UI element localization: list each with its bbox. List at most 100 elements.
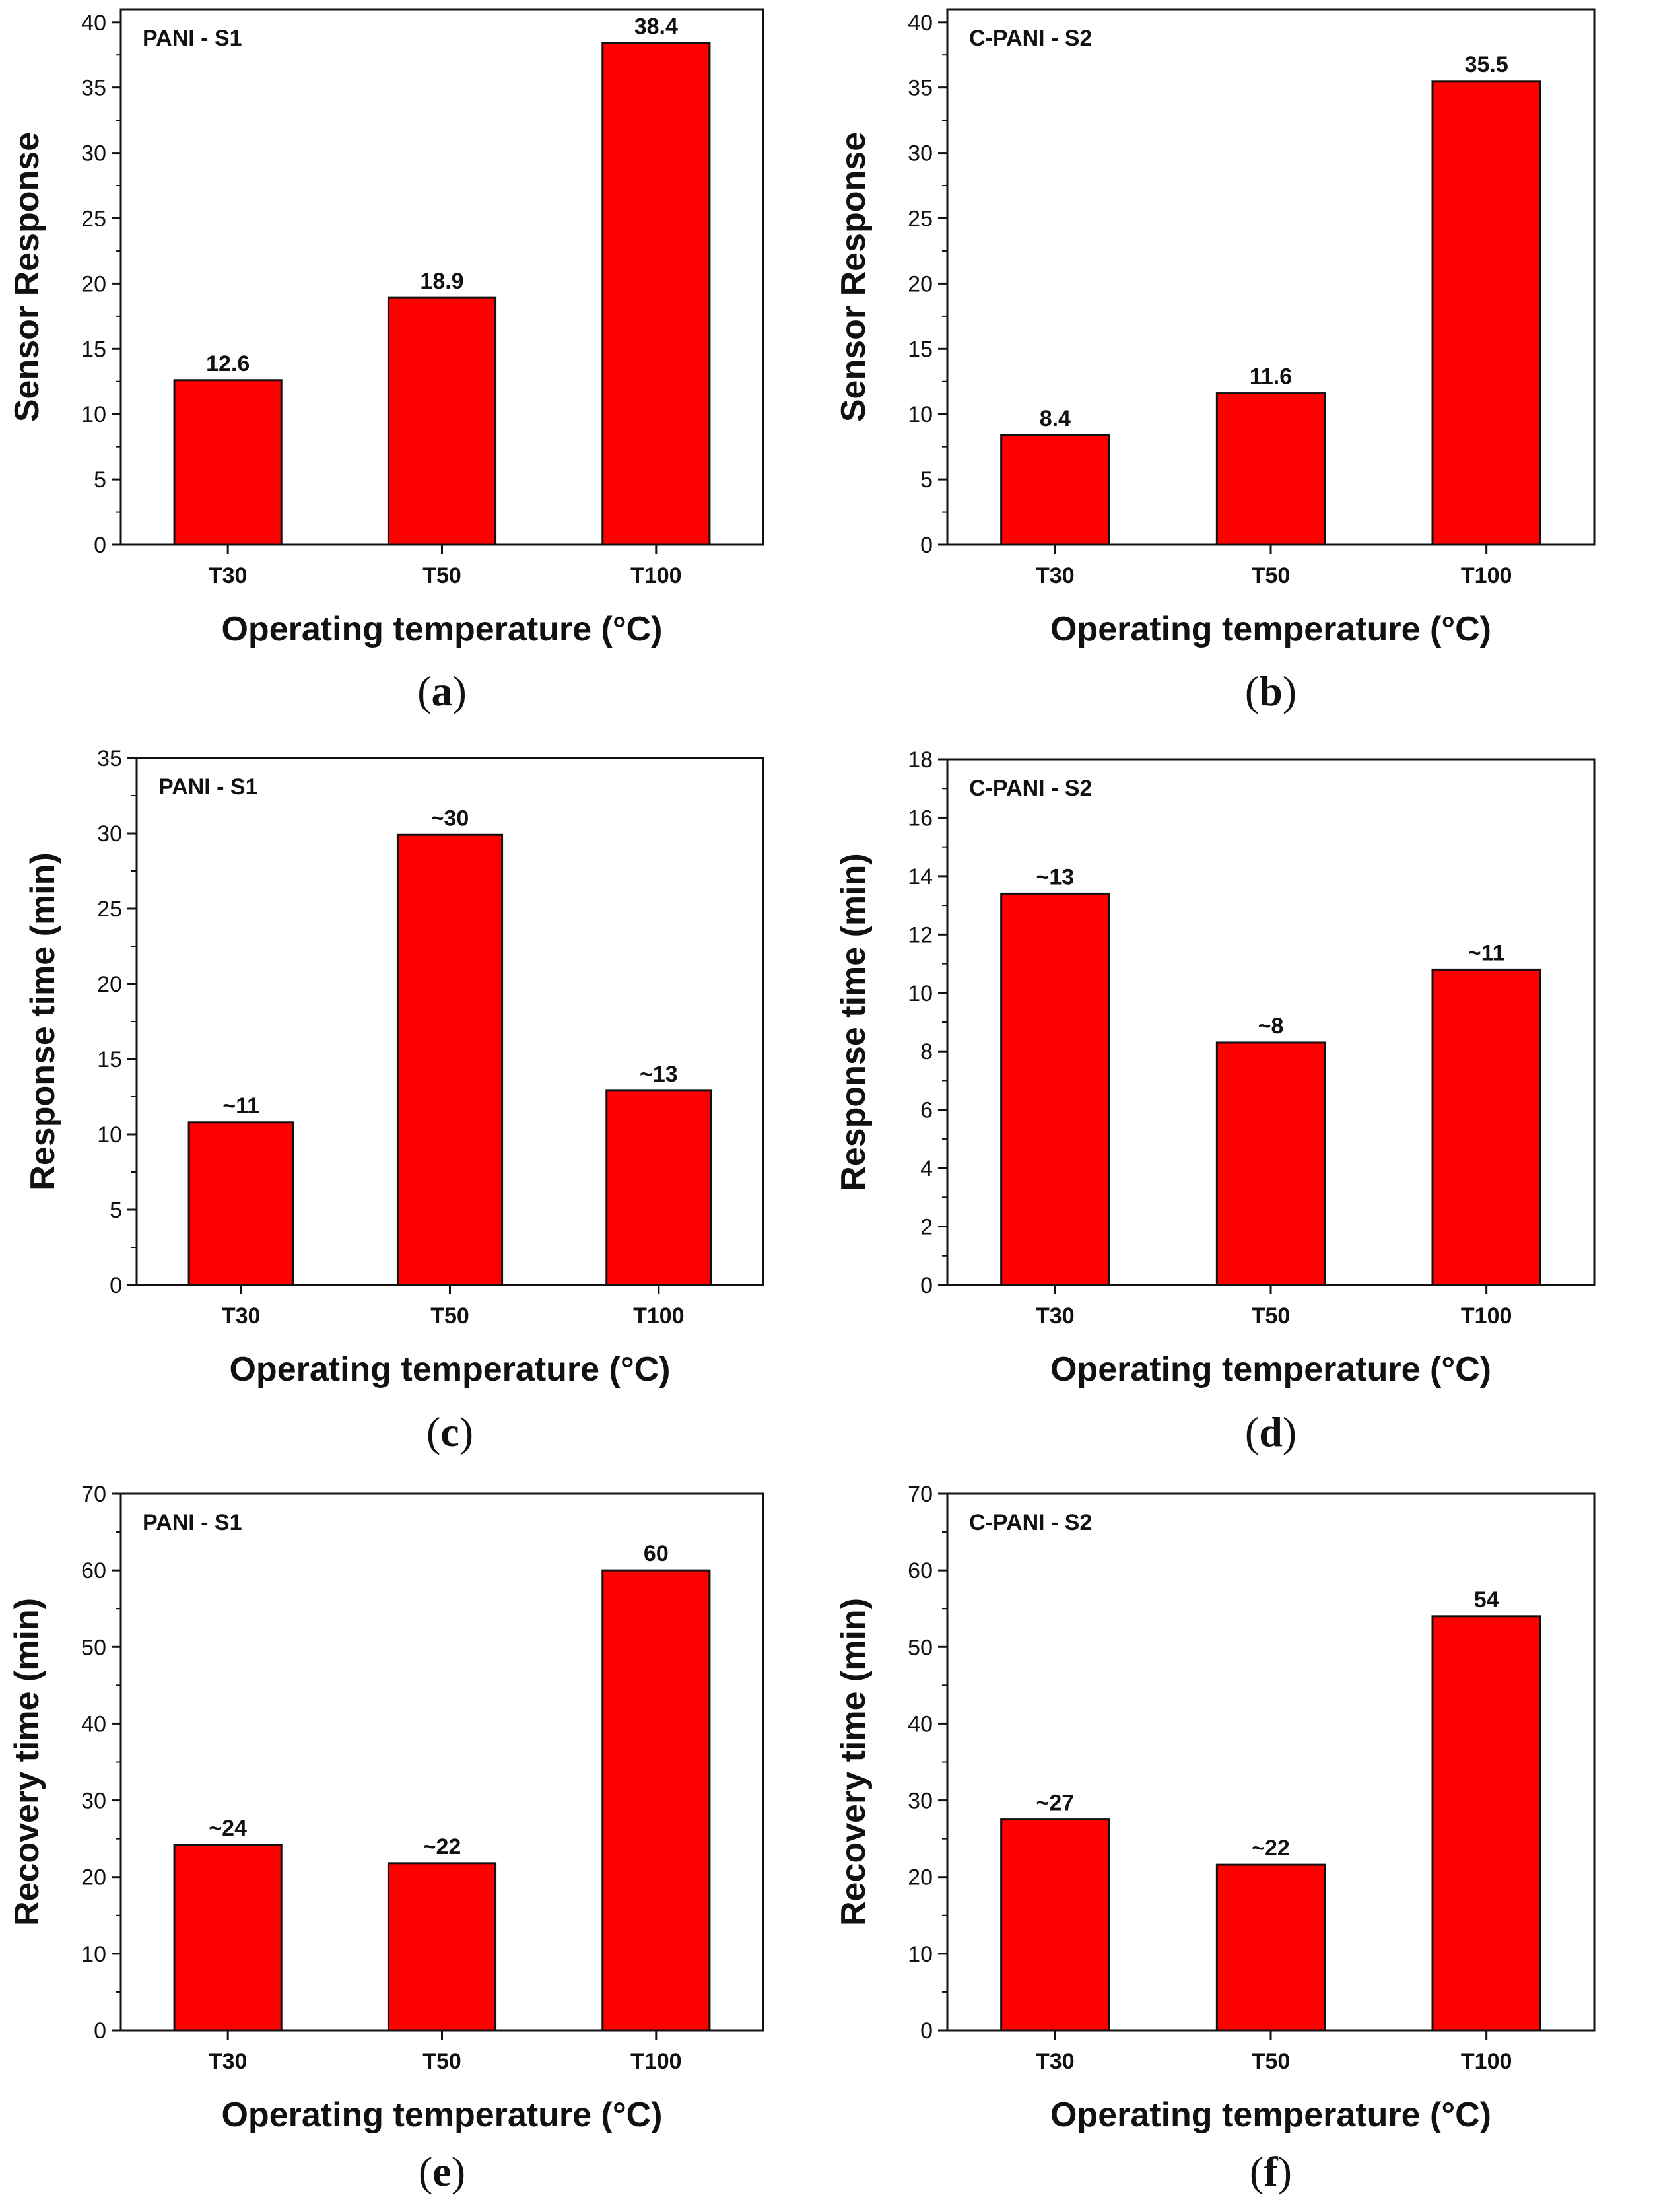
caption-open-paren: (: [1245, 668, 1259, 714]
y-tick-label: 25: [81, 206, 106, 231]
bar-value-label: 12.6: [206, 351, 250, 376]
y-tick-label: 15: [908, 337, 933, 362]
bar-t100: [605, 1089, 712, 1286]
x-tick-label: T30: [209, 563, 248, 588]
y-tick-label: 20: [81, 271, 106, 296]
y-tick-label: 10: [81, 1942, 106, 1967]
panel-caption: (d): [1245, 1408, 1297, 1455]
y-tick-label: 30: [908, 1789, 933, 1814]
panel-title: PANI - S1: [143, 26, 242, 51]
bar-t30: [1000, 434, 1110, 546]
bar-t50: [1215, 392, 1326, 546]
bar-value-label: ~11: [1468, 940, 1505, 965]
y-tick-label: 8: [920, 1039, 933, 1064]
x-tick-label: T30: [209, 2049, 248, 2074]
y-axis-title: Recovery time (min): [834, 1598, 873, 1926]
bar-value-label: 18.9: [420, 269, 463, 294]
caption-open-paren: (: [1245, 1408, 1259, 1455]
bar-value-label: 11.6: [1250, 364, 1292, 390]
caption-open-paren: (: [1250, 2148, 1264, 2195]
chart-panel-e: 0 10 20 30 40 50 60 70 ~24 T30 ~22 T50 60 T100 PANI - …: [8, 1482, 764, 2195]
y-tick-label: 20: [908, 271, 933, 296]
y-tick-label: 0: [94, 2019, 106, 2044]
caption-open-paren: (: [426, 1408, 440, 1455]
bar-t30: [173, 379, 283, 546]
y-tick-label: 35: [81, 76, 106, 101]
bar-t100: [1431, 80, 1541, 546]
bar-value-label: ~13: [1036, 864, 1074, 889]
bar-t30: [173, 1844, 283, 2032]
y-tick-label: 15: [81, 337, 106, 362]
bar-t50: [1215, 1041, 1326, 1286]
bar-value-label: 54: [1474, 1587, 1499, 1612]
bar-t100: [601, 42, 711, 546]
bar-t50: [387, 1862, 497, 2032]
y-tick-label: 0: [920, 1273, 933, 1298]
x-axis-title: Operating temperature (°C): [221, 2096, 662, 2134]
caption-close-paren: ): [453, 668, 467, 714]
bar-value-label: ~27: [1036, 1791, 1074, 1816]
x-axis-title: Operating temperature (°C): [1050, 2096, 1491, 2134]
x-axis-title: Operating temperature (°C): [1050, 1350, 1491, 1389]
y-tick-label: 5: [94, 467, 106, 493]
panel-caption: (a): [417, 668, 467, 714]
y-tick-label: 40: [908, 11, 933, 36]
panel-title: PANI - S1: [143, 1510, 242, 1535]
y-tick-label: 70: [908, 1482, 933, 1507]
bar-t30: [1000, 892, 1110, 1286]
y-tick-label: 0: [920, 2019, 933, 2044]
y-tick-label: 4: [920, 1156, 933, 1181]
panel-title: C-PANI - S2: [969, 26, 1092, 51]
y-tick-label: 2: [920, 1215, 933, 1240]
y-tick-label: 35: [97, 746, 122, 771]
y-tick-label: 60: [908, 1558, 933, 1583]
x-axis-title: Operating temperature (°C): [221, 610, 662, 648]
bar-t100: [1431, 968, 1541, 1286]
y-axis-title: Response time (min): [24, 852, 62, 1190]
caption-letter: c: [440, 1408, 459, 1455]
bar-t50: [1215, 1863, 1326, 2032]
bar-value-label: ~22: [1252, 1836, 1290, 1861]
x-tick-label: T50: [1252, 2049, 1291, 2074]
y-tick-label: 0: [94, 533, 106, 558]
bar-t100: [1431, 1615, 1541, 2032]
y-tick-label: 30: [81, 1789, 106, 1814]
y-tick-label: 18: [908, 747, 933, 773]
x-tick-label: T50: [1252, 1303, 1291, 1329]
chart-panel-d: 0 2 4 6 8 10 12 14 16 18 ~13 T30 ~8 T50 ~11 T100 C-PANI …: [834, 747, 1596, 1455]
y-tick-label: 16: [908, 806, 933, 831]
panel-title: C-PANI - S2: [969, 776, 1092, 801]
x-tick-label: T100: [1461, 2049, 1512, 2074]
caption-open-paren: (: [417, 668, 431, 714]
bar-t30: [187, 1121, 294, 1286]
y-axis-title: Sensor Response: [834, 132, 873, 422]
bar-value-label: ~30: [431, 806, 469, 831]
caption-close-paren: ): [452, 2148, 465, 2195]
x-tick-label: T30: [1036, 1303, 1075, 1329]
bar-value-label: 38.4: [634, 14, 678, 39]
x-tick-label: T50: [1252, 563, 1291, 588]
panel-caption: (f): [1250, 2148, 1292, 2195]
y-tick-label: 50: [908, 1635, 933, 1660]
y-tick-label: 0: [110, 1273, 122, 1298]
y-tick-label: 40: [81, 11, 106, 36]
caption-letter: a: [432, 668, 453, 714]
x-tick-label: T100: [630, 2049, 682, 2074]
caption-letter: d: [1259, 1408, 1283, 1455]
bar-t50: [396, 833, 504, 1286]
bar-value-label: 8.4: [1040, 406, 1071, 431]
bar-value-label: 60: [644, 1541, 669, 1566]
x-tick-label: T100: [630, 563, 682, 588]
y-tick-label: 5: [110, 1198, 122, 1223]
bar-value-label: ~13: [640, 1062, 678, 1087]
y-tick-label: 20: [97, 972, 122, 997]
y-tick-label: 70: [81, 1482, 106, 1507]
x-tick-label: T100: [633, 1303, 685, 1329]
y-tick-label: 15: [97, 1047, 122, 1072]
caption-close-paren: ): [1283, 668, 1297, 714]
y-tick-label: 10: [908, 981, 933, 1006]
y-tick-label: 60: [81, 1558, 106, 1583]
y-tick-label: 30: [81, 141, 106, 166]
y-tick-label: 6: [920, 1098, 933, 1123]
